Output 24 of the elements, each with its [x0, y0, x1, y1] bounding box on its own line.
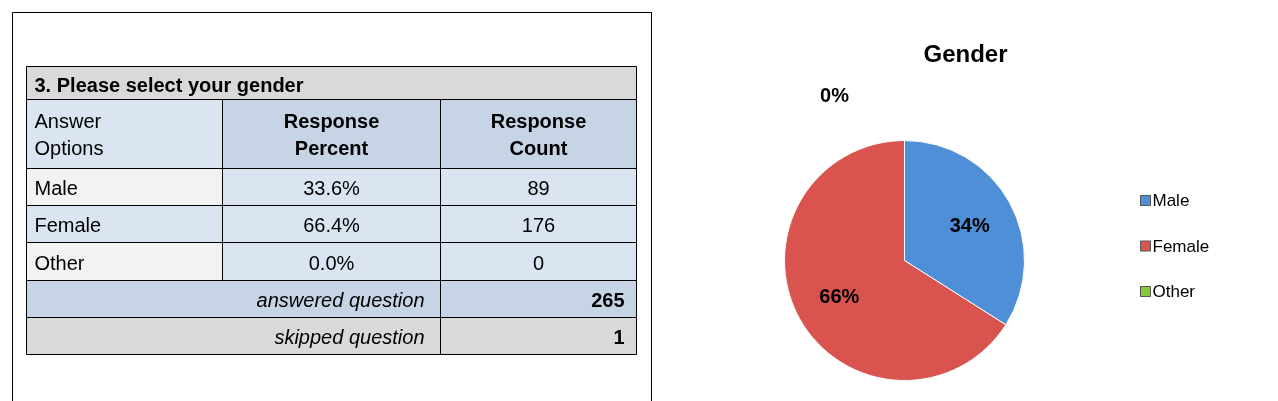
legend-label: Female	[1152, 236, 1210, 256]
data-label: 34%	[949, 213, 990, 236]
category-label: Female	[34, 214, 102, 236]
text: Answer Options	[34, 110, 104, 159]
chart-title: Gender	[923, 40, 1008, 67]
category-label: Other	[34, 251, 85, 274]
text: 3. Please select your gender	[34, 73, 304, 96]
text: 0%	[820, 83, 849, 106]
category-label: Male	[34, 177, 78, 199]
data-label: 0	[532, 251, 545, 274]
text: answered question	[256, 289, 425, 311]
series-label: Response Percent	[283, 110, 380, 159]
data-label: 176	[521, 214, 556, 236]
legend-label: Other	[1152, 282, 1196, 301]
data-label: 33.6%	[303, 177, 361, 199]
data-label: 89	[527, 177, 550, 199]
data-label: 66.4%	[303, 214, 361, 236]
text: 1	[613, 326, 625, 348]
text: 265	[591, 289, 625, 311]
legend-label: Male	[1152, 191, 1190, 210]
data-label: 66%	[819, 285, 860, 308]
series-label: Response Count	[490, 110, 587, 159]
text: skipped question	[274, 326, 425, 348]
data-label: 0.0%	[308, 251, 355, 274]
